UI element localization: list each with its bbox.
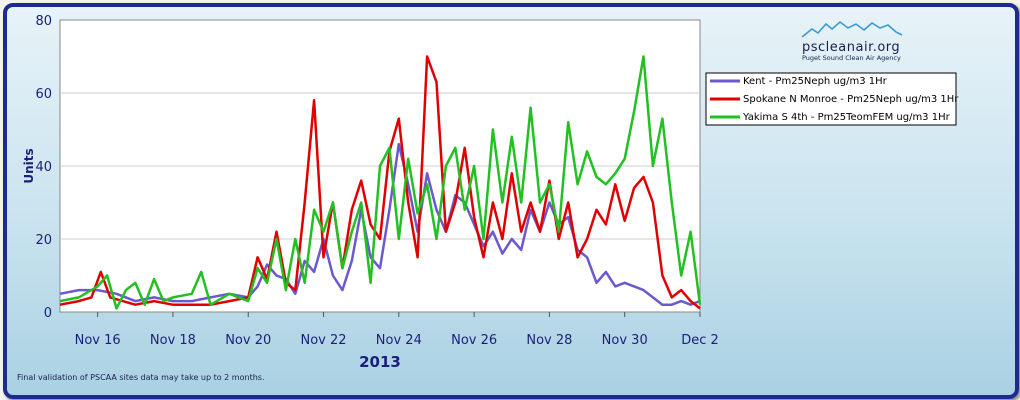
series-lines — [59, 55, 702, 310]
mountain-logo-icon — [801, 20, 903, 38]
y-tick-label: 60 — [35, 87, 52, 102]
x-tick-label: Nov 26 — [451, 333, 497, 348]
x-tick-label: Dec 2 — [681, 333, 719, 348]
y-tick-label: 0 — [44, 306, 52, 321]
series-line-kent — [59, 142, 701, 306]
x-tick-label: Nov 18 — [150, 333, 196, 348]
legend: Kent - Pm25Neph ug/m3 1Hr Spokane N Monr… — [705, 72, 959, 126]
x-tick-label: Nov 22 — [301, 333, 347, 348]
y-tick-label: 20 — [35, 233, 52, 248]
x-tick-label: Nov 24 — [376, 333, 422, 348]
x-tick-label: Nov 30 — [602, 333, 648, 348]
legend-label-yakima: Yakima S 4th - Pm25TeomFEM ug/m3 1Hr — [742, 112, 951, 123]
year-label: 2013 — [359, 353, 401, 371]
validation-footnote: Final validation of PSCAA sites data may… — [17, 373, 264, 382]
x-tick-label: Nov 16 — [75, 333, 121, 348]
x-tick-label: Nov 20 — [225, 333, 271, 348]
logo-tagline: Puget Sound Clean Air Agency — [802, 54, 901, 62]
y-axis-title: Units — [22, 148, 36, 183]
x-tick-label: Nov 28 — [526, 333, 572, 348]
agency-logo: pscleanair.org Puget Sound Clean Air Age… — [801, 20, 903, 62]
x-axis-ticks: Nov 16 Nov 18 Nov 20 Nov 22 Nov 24 Nov 26 Nov … — [75, 312, 719, 348]
series-line-yakima — [59, 55, 702, 310]
y-tick-label: 80 — [35, 14, 52, 29]
legend-box — [705, 72, 957, 126]
y-tick-label: 40 — [35, 160, 52, 175]
legend-label-spokane: Spokane N Monroe - Pm25Neph ug/m3 1Hr — [743, 94, 959, 105]
logo-name: pscleanair.org — [802, 40, 900, 55]
legend-label-kent: Kent - Pm25Neph ug/m3 1Hr — [743, 76, 888, 87]
y-axis-ticks: 0 20 40 60 80 — [35, 14, 52, 321]
